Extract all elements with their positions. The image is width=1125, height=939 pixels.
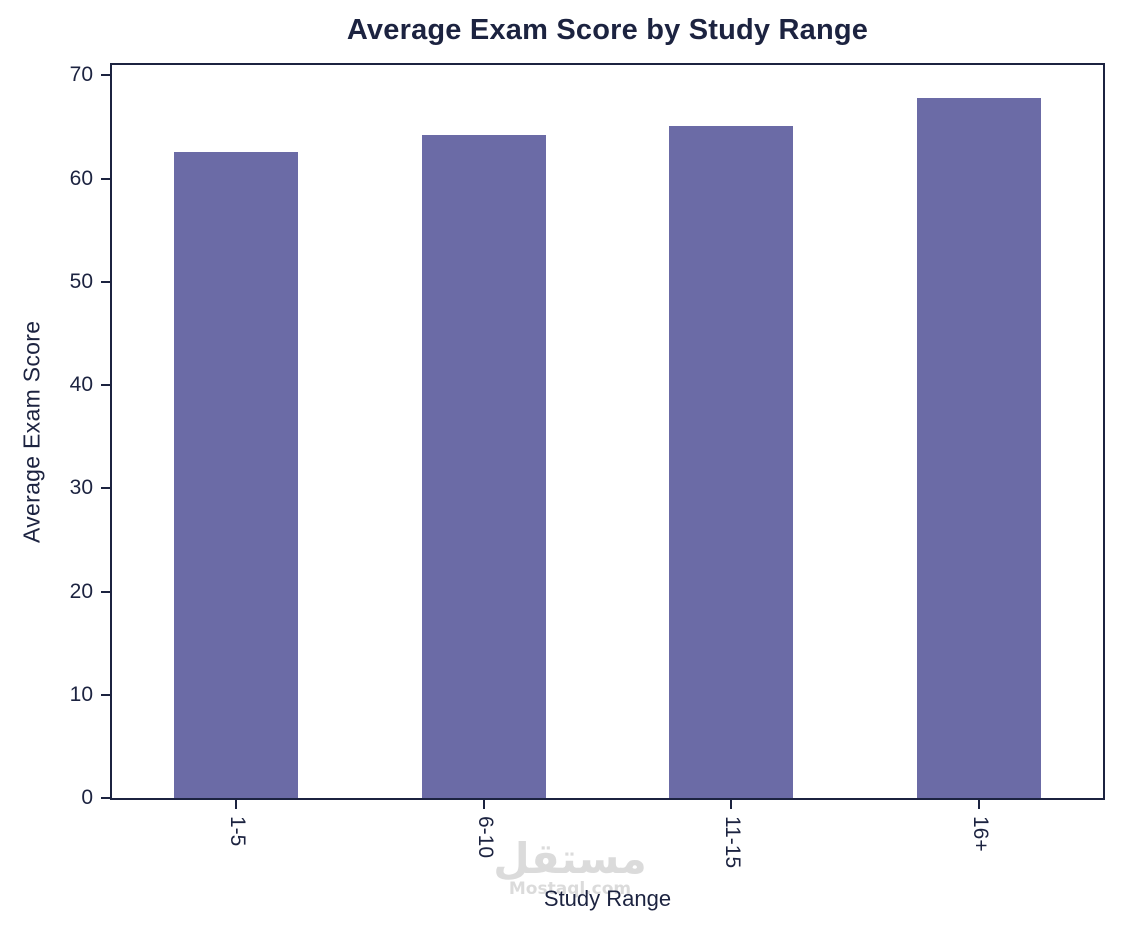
y-tick-mark: [101, 384, 110, 386]
y-tick-label: 60: [69, 167, 93, 190]
x-tick-label: 6-10: [474, 816, 497, 859]
watermark-arabic-text: مستقل: [493, 834, 647, 883]
chart-title: Average Exam Score by Study Range: [346, 14, 869, 46]
y-tick-label: 40: [69, 373, 93, 396]
bar: [174, 152, 298, 798]
x-tick-label: 11-15: [721, 816, 744, 869]
bar: [917, 98, 1041, 798]
y-tick-mark: [101, 591, 110, 593]
y-tick-label: 50: [69, 270, 93, 293]
y-tick-label: 20: [69, 580, 93, 603]
y-tick-mark: [101, 281, 110, 283]
plot-area: [110, 63, 1105, 800]
y-tick-label: 0: [81, 786, 93, 809]
x-tick-mark: [483, 800, 485, 809]
x-tick-mark: [730, 800, 732, 809]
y-tick-mark: [101, 74, 110, 76]
x-tick-mark: [978, 800, 980, 809]
bar: [669, 126, 793, 798]
y-tick-mark: [101, 694, 110, 696]
x-tick-label: 1-5: [226, 816, 249, 847]
y-tick-mark: [101, 797, 110, 799]
x-axis-label: Study Range: [543, 886, 672, 911]
y-tick-mark: [101, 487, 110, 489]
y-tick-mark: [101, 178, 110, 180]
y-tick-label: 70: [69, 63, 93, 86]
bar: [422, 135, 546, 798]
y-tick-label: 10: [69, 683, 93, 706]
y-tick-label: 30: [69, 476, 93, 499]
x-tick-mark: [235, 800, 237, 809]
x-tick-label: 16+: [969, 816, 992, 852]
